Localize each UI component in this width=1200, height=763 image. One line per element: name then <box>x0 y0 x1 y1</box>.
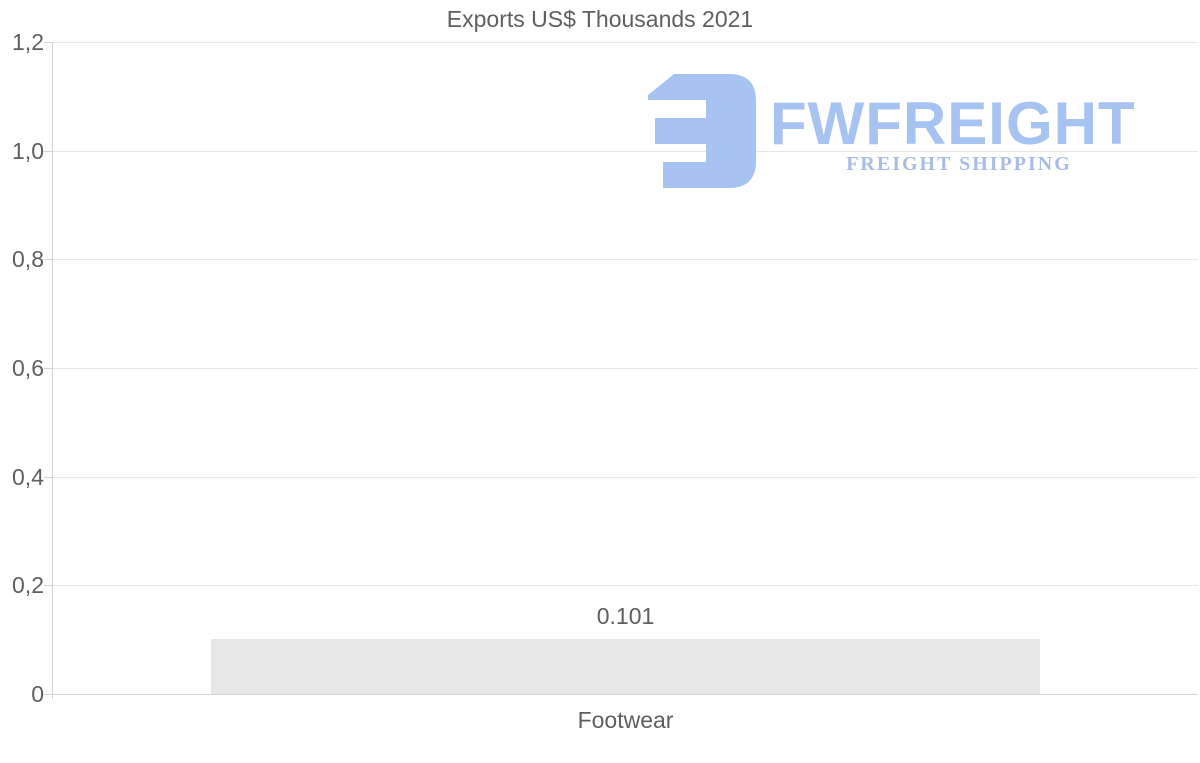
y-tick-label: 0,8 <box>12 246 44 272</box>
x-category-label: Footwear <box>577 707 674 733</box>
chart-title: Exports US$ Thousands 2021 <box>446 6 754 32</box>
y-axis-tick <box>44 42 52 43</box>
y-tick-label: 1,0 <box>12 138 44 164</box>
gridline <box>52 42 1198 43</box>
y-axis-tick <box>44 694 52 695</box>
gridline <box>52 585 1198 586</box>
gridline <box>52 477 1198 478</box>
bar-value-label: 0.101 <box>596 603 655 629</box>
y-tick-label: 0 <box>31 681 44 707</box>
gridline <box>52 368 1198 369</box>
bar-footwear <box>211 639 1040 694</box>
x-axis-baseline <box>52 694 1198 695</box>
fwfreight-logo-icon <box>648 74 756 188</box>
y-axis-tick <box>44 259 52 260</box>
y-tick-label: 0,4 <box>12 464 44 490</box>
y-axis-line <box>52 42 53 699</box>
y-tick-label: 1,2 <box>12 29 44 55</box>
fwfreight-wordmark: FWFREIGHT <box>770 90 1136 157</box>
gridline <box>52 259 1198 260</box>
y-axis-tick <box>44 477 52 478</box>
y-tick-label: 0,6 <box>12 355 44 381</box>
fwfreight-tagline: FREIGHT SHIPPING <box>846 153 1072 175</box>
y-tick-label: 0,2 <box>12 572 44 598</box>
y-axis-tick <box>44 368 52 369</box>
gridline <box>52 151 1198 152</box>
y-axis-tick <box>44 585 52 586</box>
y-axis-tick <box>44 151 52 152</box>
